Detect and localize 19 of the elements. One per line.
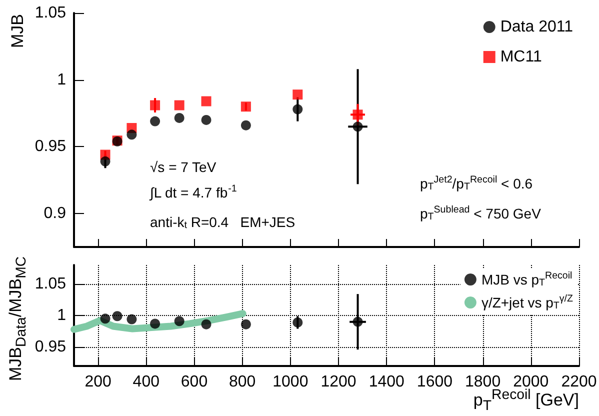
x-tick-label: 400	[132, 374, 160, 390]
legend-label: MC11	[500, 48, 542, 66]
y-tick-label: 1	[57, 307, 66, 324]
annotation: √s = 7 TeV	[150, 159, 217, 175]
y-tick-label: 0.9	[44, 205, 66, 222]
x-tick-label: 1400	[368, 374, 405, 390]
x-tick-label: 1600	[416, 374, 453, 390]
y-tick-label: 1.05	[34, 275, 66, 292]
x-tick-label: 1000	[272, 374, 308, 390]
y-axis-title: MJB	[8, 14, 28, 48]
y-tick-label: 1.05	[34, 4, 66, 22]
y-tick-label: 0.95	[34, 338, 66, 356]
legend-label: Data 2011	[500, 18, 574, 36]
x-tick-label: 1200	[320, 374, 356, 390]
x-tick-label: 800	[228, 374, 256, 390]
y-tick-label: 1	[57, 71, 66, 88]
x-tick-label: 600	[180, 374, 208, 390]
y-tick-label: 0.95	[34, 138, 66, 156]
x-tick-label: 200	[84, 374, 112, 390]
